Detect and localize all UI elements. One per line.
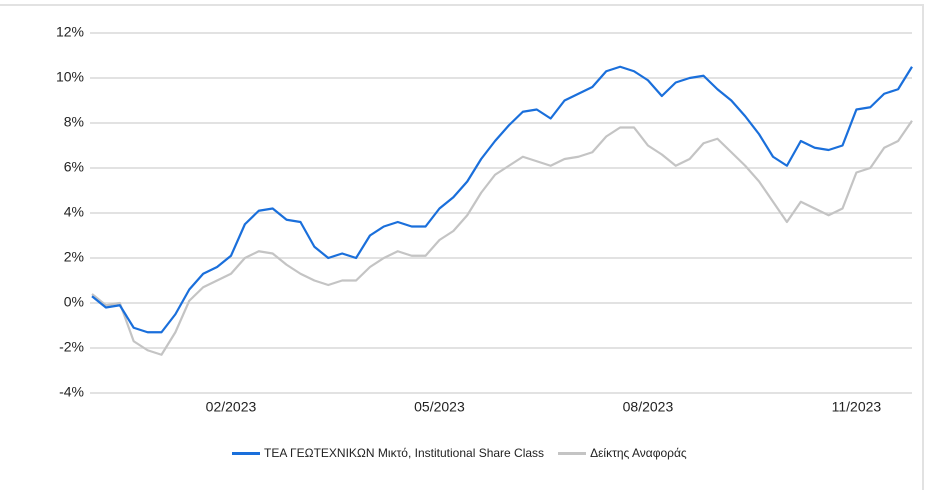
y-tick-label: -4%: [59, 384, 84, 400]
y-tick-label: 0%: [64, 294, 84, 310]
x-tick-label: 02/2023: [206, 399, 257, 415]
y-tick-label: 10%: [56, 69, 84, 85]
y-tick-label: -2%: [59, 339, 84, 355]
chart: -4% -2% 0% 2% 4% 6% 8% 10% 12% 02/2023 05/2023 08/2…: [56, 24, 913, 415]
y-tick-label: 12%: [56, 24, 84, 40]
legend-item: ΤΕΑ ΓΕΩΤΕΧΝΙΚΩΝ Μικτό, Institutional Sha…: [232, 446, 544, 460]
y-tick-label: 4%: [64, 204, 84, 220]
y-tick-label: 6%: [64, 159, 84, 175]
legend-swatch: [232, 452, 260, 455]
series-line: [91, 120, 913, 356]
x-tick-label: 11/2023: [832, 399, 882, 415]
legend-label: ΤΕΑ ΓΕΩΤΕΧΝΙΚΩΝ Μικτό, Institutional Sha…: [264, 446, 545, 460]
y-tick-label: 8%: [64, 114, 84, 130]
x-tick-label: 08/2023: [623, 399, 674, 415]
y-tick-label: 2%: [64, 249, 84, 265]
series-line: [91, 65, 913, 334]
x-tick-label: 05/2023: [414, 399, 465, 415]
legend-label: Δείκτης Αναφοράς: [590, 446, 687, 460]
legend-swatch: [558, 452, 587, 455]
legend: ΤΕΑ ΓΕΩΤΕΧΝΙΚΩΝ Μικτό, Institutional Sha…: [232, 446, 687, 460]
frame: [0, 4, 924, 490]
legend-item: Δείκτης Αναφοράς: [558, 446, 687, 460]
